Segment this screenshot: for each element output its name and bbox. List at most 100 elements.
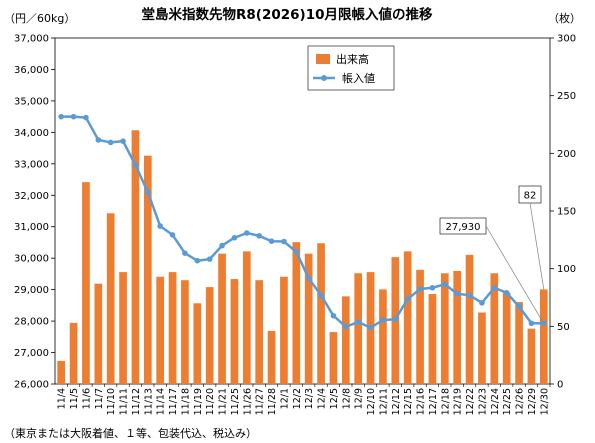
line-point: [256, 233, 262, 239]
x-tick-label: 11/25: [230, 388, 241, 415]
chart-title: 堂島米指数先物R8(2026)10月限帳入値の推移: [142, 6, 433, 23]
x-tick-label: 11/20: [205, 388, 216, 415]
footnote: （東京または大阪着値、１等、包装代込、税込み）: [4, 426, 257, 440]
x-tick-label: 12/9: [354, 388, 365, 409]
bar: [416, 269, 424, 384]
x-tick-label: 12/8: [341, 388, 352, 409]
line-point: [293, 249, 300, 255]
line-point: [318, 292, 324, 299]
y-right-tick-label: 0: [557, 380, 563, 391]
x-tick-label: 11/14: [156, 388, 167, 415]
line-point: [454, 290, 460, 297]
plot-area: [54, 37, 551, 385]
x-tick-label: 12/12: [391, 388, 402, 415]
y-left-tick-label: 34,000: [14, 128, 49, 139]
bar: [218, 253, 226, 384]
x-tick-label: 11/4: [57, 388, 68, 409]
line-point: [355, 319, 361, 325]
x-tick-label: 12/25: [502, 388, 513, 415]
x-tick-label: 12/23: [477, 388, 488, 415]
line-point: [429, 284, 436, 291]
line-point: [305, 275, 312, 282]
bar: [267, 330, 276, 384]
legend-label-volume: 出来高: [336, 52, 369, 66]
line-point: [392, 316, 399, 323]
y-right-tick-label: 100: [557, 264, 576, 275]
x-tick-label: 12/18: [440, 388, 451, 415]
line-point: [206, 256, 213, 262]
bar: [131, 130, 140, 384]
bar: [255, 280, 264, 384]
callout-leader-price: [485, 225, 543, 321]
bar: [341, 296, 350, 384]
bar: [82, 182, 90, 384]
x-tick-label: 12/22: [465, 388, 476, 415]
line-point: [541, 320, 547, 327]
line-point: [330, 312, 337, 319]
line-point: [157, 223, 163, 229]
x-tick-label: 11/10: [106, 388, 117, 415]
callouts: 27,930 82: [439, 185, 545, 321]
x-tick-label: 12/24: [490, 388, 501, 415]
line-point: [442, 281, 448, 288]
bar: [106, 213, 115, 384]
line-point: [145, 189, 151, 195]
x-axis-ticks: 11/4 11/5 11/6 11/7 11/10 11/11 11/12 11/13 11/1…: [57, 384, 550, 415]
line-point: [491, 284, 498, 291]
x-tick-label: 12/19: [453, 388, 464, 415]
x-tick-label: 12/1: [279, 388, 290, 409]
line-point: [380, 317, 386, 323]
left-axis-ticks: 26,000 27,000 28,000 29,000 30,000 31,000 32,0…: [14, 34, 55, 391]
x-tick-label: 12/30: [539, 388, 550, 415]
legend-label-price: 帳入値: [342, 71, 375, 85]
legend-swatch-price-marker: [321, 75, 327, 81]
bar: [453, 270, 462, 384]
bar: [304, 253, 313, 384]
bar: [57, 360, 66, 384]
y-left-tick-label: 37,000: [14, 34, 49, 45]
left-axis-unit: （円／60kg）: [4, 12, 75, 25]
line-point: [132, 162, 139, 168]
bar: [478, 312, 486, 384]
line-point: [404, 296, 411, 302]
bar: [379, 289, 387, 384]
bar: [329, 332, 338, 384]
x-tick-label: 11/17: [168, 388, 179, 415]
x-tick-label: 12/3: [304, 388, 315, 409]
x-tick-label: 11/18: [180, 388, 191, 415]
bar: [69, 322, 78, 384]
y-left-tick-label: 26,000: [14, 380, 49, 391]
bar: [428, 294, 437, 384]
bar: [230, 279, 239, 384]
x-tick-label: 12/4: [317, 388, 328, 409]
line-point: [516, 303, 522, 310]
line-point: [107, 139, 114, 146]
y-left-tick-label: 35,000: [14, 96, 49, 107]
x-tick-label: 11/12: [131, 388, 142, 415]
x-tick-label: 12/17: [428, 388, 439, 415]
y-left-tick-label: 36,000: [14, 65, 49, 76]
x-tick-label: 11/19: [193, 388, 204, 415]
line-point: [194, 257, 201, 264]
line-point: [528, 320, 535, 327]
bar: [465, 254, 474, 384]
line-point: [120, 138, 126, 144]
line-point: [219, 242, 225, 249]
x-tick-label: 12/26: [515, 388, 526, 415]
right-axis-ticks: 0 50 100 150 200 250 300: [550, 34, 576, 391]
bar: [527, 328, 536, 384]
right-axis-unit: （枚）: [548, 11, 581, 25]
y-left-tick-label: 32,000: [14, 191, 49, 202]
line-point: [281, 238, 287, 245]
bar: [292, 242, 301, 384]
y-left-tick-label: 29,000: [14, 285, 49, 296]
price-line: [58, 113, 547, 331]
line-point: [503, 289, 510, 296]
y-left-tick-label: 31,000: [14, 222, 49, 233]
legend-swatch-volume: [316, 54, 330, 64]
y-left-tick-label: 30,000: [14, 254, 49, 265]
line-point: [466, 292, 473, 299]
series-line: [61, 115, 544, 329]
callout-leader-volume: [529, 202, 545, 290]
